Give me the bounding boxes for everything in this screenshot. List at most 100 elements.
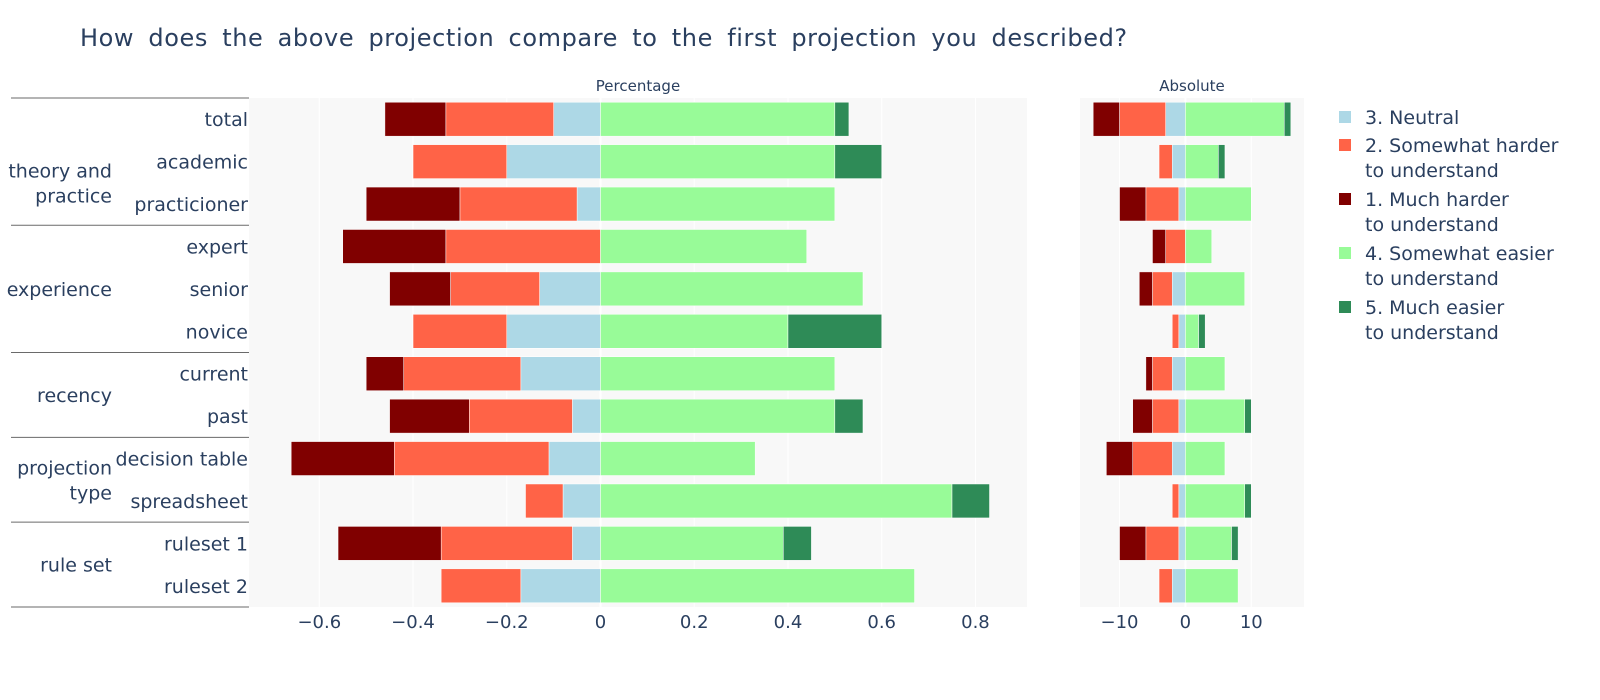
legend-label-1-much-harder-to-understand: to understand — [1365, 214, 1499, 236]
x-tick-label: −0.4 — [391, 612, 435, 633]
bar-2-somewhat-harder-to-understand-ruleset-2 — [1158, 568, 1173, 604]
bar-3-neutral-decision-table — [1171, 441, 1186, 476]
x-tick-label: −10 — [1101, 612, 1139, 633]
legend-label-1-much-harder-to-understand: 1. Much harder — [1365, 189, 1509, 211]
bar-4-somewhat-easier-to-understand-academic — [1185, 144, 1219, 179]
bar-2-somewhat-harder-to-understand-decision-table — [394, 441, 550, 476]
bar-3-neutral-total — [1165, 101, 1186, 137]
bar-4-somewhat-easier-to-understand-total — [600, 101, 836, 137]
y-tick-label-spreadsheet: spreadsheet — [130, 491, 248, 513]
legend-swatch-4-somewhat-easier-to-understand — [1339, 247, 1351, 259]
bar-2-somewhat-harder-to-understand-past — [1152, 398, 1180, 434]
bar-2-somewhat-harder-to-understand-novice — [412, 314, 508, 349]
bar-3-neutral-past — [1178, 398, 1186, 434]
bar-5-much-easier-to-understand-ruleset-1 — [1231, 526, 1239, 561]
bar-4-somewhat-easier-to-understand-ruleset-2 — [1185, 568, 1239, 604]
bar-4-somewhat-easier-to-understand-decision-table — [600, 441, 756, 476]
bar-3-neutral-practicioner — [576, 186, 601, 222]
bar-2-somewhat-harder-to-understand-total — [1119, 101, 1166, 137]
bar-2-somewhat-harder-to-understand-senior — [450, 271, 540, 307]
x-tick-label: 10 — [1240, 612, 1263, 633]
bar-1-much-harder-to-understand-senior — [1139, 271, 1153, 307]
bar-2-somewhat-harder-to-understand-expert — [1165, 229, 1186, 264]
group-label-theory-and-practice: theory and — [8, 160, 112, 182]
bar-1-much-harder-to-understand-practicioner — [1119, 186, 1147, 222]
bar-4-somewhat-easier-to-understand-ruleset-1 — [600, 526, 784, 561]
bar-5-much-easier-to-understand-total — [834, 101, 850, 137]
panel-absolute: Absolute −10 0 10 — [1080, 77, 1304, 633]
bar-2-somewhat-harder-to-understand-decision-table — [1132, 441, 1173, 476]
legend-swatch-3-neutral — [1339, 111, 1351, 123]
bar-1-much-harder-to-understand-expert — [342, 229, 447, 264]
bar-3-neutral-academic — [1171, 144, 1186, 179]
bar-3-neutral-senior — [1171, 271, 1186, 307]
group-label-projection-type: type — [70, 482, 112, 504]
bar-5-much-easier-to-understand-academic — [1218, 144, 1226, 179]
bar-3-neutral-novice — [1178, 314, 1186, 349]
y-tick-label-practicioner: practicioner — [134, 194, 248, 216]
y-tick-label-novice: novice — [186, 321, 248, 343]
bar-2-somewhat-harder-to-understand-total — [445, 101, 554, 137]
bar-4-somewhat-easier-to-understand-senior — [1185, 271, 1245, 307]
legend-label-2-somewhat-harder-to-understand: 2. Somewhat harder — [1365, 135, 1559, 157]
plot-background — [1080, 98, 1304, 607]
bar-1-much-harder-to-understand-past — [389, 398, 470, 434]
legend-swatch-5-much-easier-to-understand — [1339, 301, 1351, 313]
chart-title: How does the above projection compare to… — [80, 24, 1128, 52]
bar-4-somewhat-easier-to-understand-ruleset-2 — [600, 568, 915, 604]
bar-3-neutral-spreadsheet — [1178, 483, 1186, 519]
bar-2-somewhat-harder-to-understand-current — [403, 356, 522, 391]
bar-2-somewhat-harder-to-understand-novice — [1171, 314, 1180, 349]
group-label-projection-type: projection — [17, 457, 112, 479]
x-tick-label: −0.2 — [485, 612, 529, 633]
bar-2-somewhat-harder-to-understand-academic — [412, 144, 508, 179]
bar-2-somewhat-harder-to-understand-ruleset-1 — [1145, 526, 1180, 561]
bar-1-much-harder-to-understand-decision-table — [1106, 441, 1133, 476]
bar-2-somewhat-harder-to-understand-spreadsheet — [525, 483, 564, 519]
bar-1-much-harder-to-understand-practicioner — [365, 186, 461, 222]
legend-label-5-much-easier-to-understand: to understand — [1365, 322, 1499, 344]
bar-4-somewhat-easier-to-understand-decision-table — [1185, 441, 1226, 476]
bar-5-much-easier-to-understand-ruleset-1 — [783, 526, 812, 561]
bar-1-much-harder-to-understand-senior — [389, 271, 451, 307]
y-tick-label-past: past — [207, 406, 248, 428]
bar-4-somewhat-easier-to-understand-senior — [600, 271, 864, 307]
x-tick-label: 0 — [595, 612, 606, 633]
legend-label-4-somewhat-easier-to-understand: 4. Somewhat easier — [1365, 243, 1554, 265]
y-tick-label-ruleset-2: ruleset 2 — [164, 576, 248, 598]
legend-swatch-2-somewhat-harder-to-understand — [1339, 139, 1351, 151]
bar-1-much-harder-to-understand-expert — [1152, 229, 1166, 264]
bar-2-somewhat-harder-to-understand-ruleset-2 — [440, 568, 522, 604]
bar-3-neutral-spreadsheet — [562, 483, 601, 519]
bar-3-neutral-ruleset-1 — [1178, 526, 1186, 561]
bar-3-neutral-senior — [539, 271, 601, 307]
bar-3-neutral-past — [572, 398, 601, 434]
x-tick-label: 0.8 — [961, 612, 990, 633]
y-tick-label-academic: academic — [156, 152, 248, 174]
bar-1-much-harder-to-understand-total — [1092, 101, 1120, 137]
bar-3-neutral-current — [520, 356, 601, 391]
legend-label-2-somewhat-harder-to-understand: to understand — [1365, 160, 1499, 182]
bar-3-neutral-current — [1171, 356, 1186, 391]
bar-3-neutral-practicioner — [1178, 186, 1186, 222]
bar-1-much-harder-to-understand-ruleset-1 — [1119, 526, 1147, 561]
y-tick-label-ruleset-1: ruleset 1 — [164, 533, 248, 555]
y-tick-label-current: current — [179, 364, 248, 386]
bar-1-much-harder-to-understand-past — [1132, 398, 1153, 434]
x-tick-label: 0 — [1180, 612, 1191, 633]
bar-2-somewhat-harder-to-understand-ruleset-1 — [440, 526, 573, 561]
bar-3-neutral-ruleset-1 — [572, 526, 601, 561]
bar-4-somewhat-easier-to-understand-novice — [600, 314, 789, 349]
group-label-theory-and-practice: practice — [35, 185, 112, 207]
bar-3-neutral-ruleset-2 — [520, 568, 601, 604]
bar-3-neutral-academic — [506, 144, 601, 179]
bar-1-much-harder-to-understand-current — [1145, 356, 1153, 391]
bar-2-somewhat-harder-to-understand-current — [1152, 356, 1173, 391]
bar-4-somewhat-easier-to-understand-ruleset-1 — [1185, 526, 1232, 561]
bar-1-much-harder-to-understand-decision-table — [290, 441, 395, 476]
bar-4-somewhat-easier-to-understand-spreadsheet — [1185, 483, 1245, 519]
x-tick-label: 0.4 — [774, 612, 803, 633]
bar-3-neutral-total — [553, 101, 601, 137]
bar-2-somewhat-harder-to-understand-expert — [445, 229, 601, 264]
